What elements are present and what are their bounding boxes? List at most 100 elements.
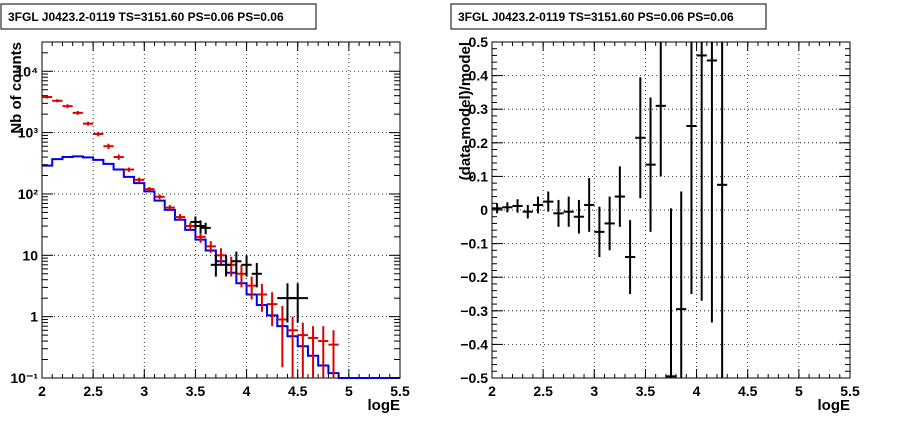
left-x-axis-label: logE <box>368 397 401 414</box>
x-tick-label: 4 <box>693 383 701 399</box>
left-panel: 2 2.5 3 3.5 4 4.5 5 5.5 10⁻¹ 1 10 10² 10³ 10⁴ 3FGL J0… <box>0 3 410 414</box>
series-2-point <box>287 283 308 323</box>
series-1-point <box>328 330 339 378</box>
series-1-point <box>287 316 298 378</box>
series-2-point <box>210 255 221 277</box>
series-1-point <box>236 264 247 288</box>
series-0-point <box>604 196 615 251</box>
series-2-point <box>251 262 262 288</box>
series-1-point <box>215 248 227 265</box>
series-1-point <box>246 276 257 300</box>
right-x-axis-label: logE <box>818 397 851 414</box>
series-0-point <box>563 196 574 227</box>
series-0-point <box>573 199 585 234</box>
y-tick-label: 0.4 <box>469 68 489 84</box>
series-2-point <box>221 255 232 277</box>
y-tick-label: −0.3 <box>460 303 488 319</box>
right-grid <box>492 42 850 378</box>
x-tick-label: 4.5 <box>738 383 758 399</box>
series-1-point <box>93 131 104 137</box>
series-0-point <box>543 191 554 212</box>
series-0-point <box>706 42 718 323</box>
series-1-point <box>164 205 175 211</box>
x-tick-label: 5.5 <box>840 383 860 399</box>
series-0-point <box>676 191 687 378</box>
series-0-step-line <box>42 155 400 379</box>
series-1-point <box>205 241 216 253</box>
series-0-point <box>655 42 666 177</box>
x-tick-label: 4.5 <box>288 383 308 399</box>
series-1-point <box>297 322 308 378</box>
series-1-point <box>185 222 196 230</box>
x-tick-label: 2.5 <box>83 383 103 399</box>
x-tick-label: 2.5 <box>533 383 553 399</box>
left-plot-area <box>42 95 400 379</box>
series-0-point <box>614 166 625 227</box>
x-tick-label: 4 <box>243 383 251 399</box>
x-tick-label: 5.5 <box>390 383 410 399</box>
series-1-point <box>144 186 155 192</box>
series-0-point <box>645 97 656 232</box>
right-chart-title: 3FGL J0423.2-0119 TS=3151.60 PS=0.06 PS=… <box>458 10 734 24</box>
y-tick-label: 0 <box>480 202 488 218</box>
series-1-point <box>256 284 268 312</box>
series-1-point <box>52 99 63 103</box>
right-axes: 2 2.5 3 3.5 4 4.5 5 5.5 −0.5 −0.4 −0.3 −0.2 −0.1 0 0.1… <box>460 34 860 399</box>
series-0-point <box>553 199 564 227</box>
left-y-axis-label: Nb of counts <box>8 42 25 134</box>
y-tick-label: −0.1 <box>460 236 488 252</box>
series-1-point <box>62 104 73 109</box>
series-0-point <box>665 208 677 378</box>
y-tick-label: −0.2 <box>460 269 488 285</box>
y-tick-label: −0.4 <box>460 336 488 352</box>
series-2-point <box>231 251 242 274</box>
left-plot-frame <box>41 41 401 379</box>
left-axes: 2 2.5 3 3.5 4 4.5 5 5.5 10⁻¹ 1 10 10² 10³ 10⁴ <box>10 41 410 399</box>
series-1-point <box>267 292 278 327</box>
series-0-point <box>512 199 523 213</box>
series-0-point <box>522 204 533 219</box>
series-0-point <box>502 202 513 213</box>
x-tick-label: 5 <box>345 383 353 399</box>
x-tick-label: 3.5 <box>636 383 656 399</box>
series-0-point <box>717 42 728 378</box>
series-1-point <box>123 167 135 172</box>
series-1-point <box>307 326 319 378</box>
series-0-point <box>584 178 595 232</box>
y-tick-label: 10² <box>18 186 39 202</box>
series-1-point <box>103 143 114 150</box>
y-tick-label: 0.1 <box>469 168 489 184</box>
series-2-point <box>241 255 252 277</box>
series-1-point <box>277 305 288 368</box>
series-0-point <box>624 220 636 294</box>
series-1-point <box>134 177 145 183</box>
right-y-axis-label: (data-model)/model <box>457 42 474 180</box>
series-0-point <box>686 42 697 294</box>
left-title-box: 3FGL J0423.2-0119 TS=3151.60 PS=0.06 PS=… <box>0 3 317 30</box>
series-0-point <box>492 203 503 214</box>
y-tick-label: 0.2 <box>469 135 489 151</box>
y-tick-label: 0.5 <box>469 34 489 50</box>
y-tick-label: 10³ <box>18 125 39 141</box>
y-tick-label: −0.5 <box>460 370 488 386</box>
y-tick-label: 10⁴ <box>16 63 39 79</box>
series-0-point <box>635 77 646 199</box>
series-1-point <box>82 121 94 126</box>
y-tick-label: 10⁻¹ <box>10 370 38 386</box>
y-tick-label: 1 <box>30 309 38 325</box>
series-1-point <box>174 214 186 221</box>
series-0-point <box>696 42 707 301</box>
series-1-point <box>154 194 165 200</box>
left-grid <box>42 42 400 378</box>
x-tick-label: 3 <box>590 383 598 399</box>
x-tick-label: 2 <box>488 383 496 399</box>
right-title-box: 3FGL J0423.2-0119 TS=3151.60 PS=0.06 PS=… <box>450 3 767 30</box>
right-panel: 2 2.5 3 3.5 4 4.5 5 5.5 −0.5 −0.4 −0.3 −0.2 −0.1 0 0.1… <box>450 3 860 414</box>
series-0-point <box>532 196 544 214</box>
y-tick-label: 10 <box>22 247 38 263</box>
x-tick-label: 5 <box>795 383 803 399</box>
x-tick-label: 3 <box>140 383 148 399</box>
y-tick-label: 0.3 <box>469 101 489 117</box>
series-1-point <box>113 154 124 160</box>
